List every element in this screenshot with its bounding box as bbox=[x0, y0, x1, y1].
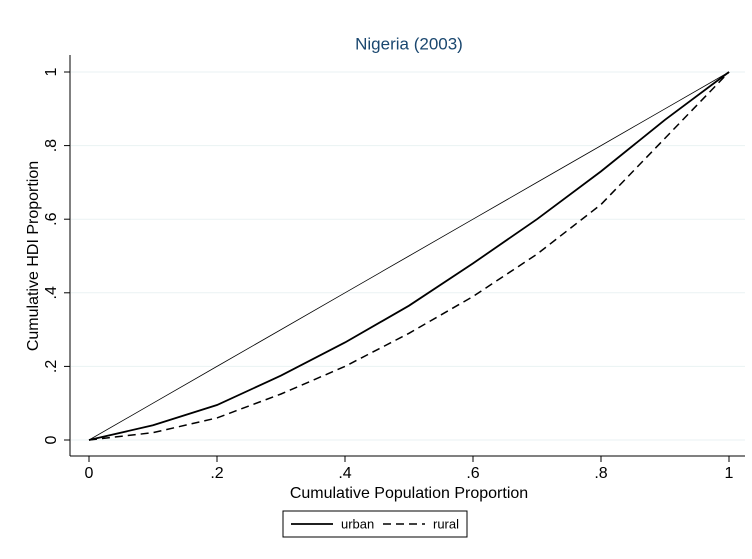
line-urban bbox=[88, 71, 730, 441]
legend-label: rural bbox=[433, 516, 459, 531]
y-axis-label: Cumulative HDI Proportion bbox=[25, 161, 42, 351]
x-tick-label: .8 bbox=[594, 465, 607, 482]
x-tick-label: .2 bbox=[210, 465, 223, 482]
x-tick-label: .4 bbox=[338, 465, 351, 482]
line-rural bbox=[88, 71, 730, 441]
y-tick-label: .4 bbox=[43, 286, 60, 299]
legend-label: urban bbox=[341, 516, 374, 531]
x-tick-label: 1 bbox=[725, 465, 734, 482]
chart-title: Nigeria (2003) bbox=[355, 34, 463, 53]
y-tick-label: .2 bbox=[43, 360, 60, 373]
y-tick-label: .6 bbox=[43, 212, 60, 225]
y-tick-label: .8 bbox=[43, 139, 60, 152]
x-tick-label: .6 bbox=[466, 465, 479, 482]
x-tick-label: 0 bbox=[85, 465, 94, 482]
y-tick-label: 1 bbox=[43, 67, 60, 76]
y-tick-label: 0 bbox=[43, 435, 60, 444]
x-axis-label: Cumulative Population Proportion bbox=[290, 485, 528, 502]
reference-line bbox=[88, 71, 730, 441]
